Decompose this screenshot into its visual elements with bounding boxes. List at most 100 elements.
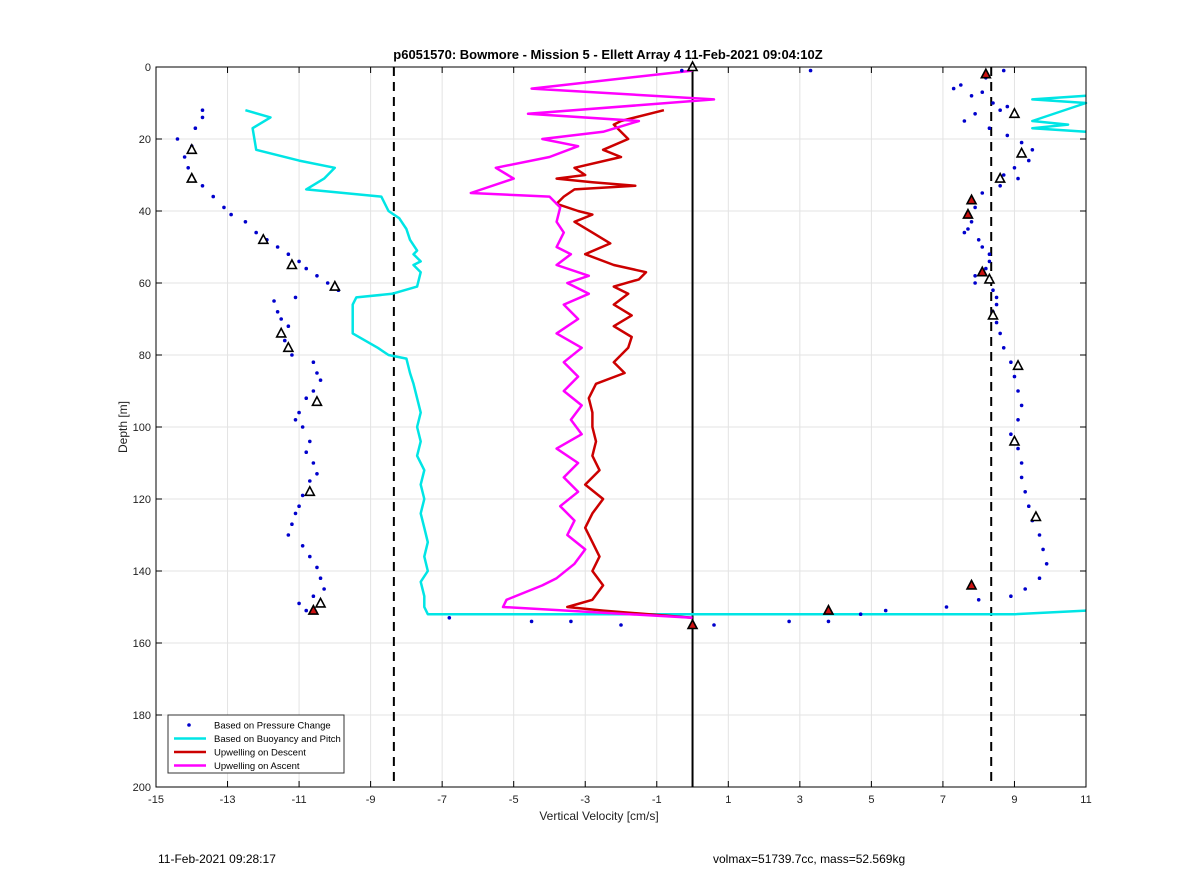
x-tick-label: -15: [148, 794, 164, 806]
pressure-change-point: [1019, 403, 1024, 408]
pressure-change-point: [318, 378, 323, 383]
pressure-change-point: [987, 126, 992, 130]
y-tick-label: 0: [145, 62, 151, 74]
pressure-change-point: [211, 194, 216, 199]
triangle-marker: [311, 395, 323, 407]
legend-label: Based on Pressure Change: [214, 721, 331, 732]
triangle-marker: [822, 603, 835, 615]
x-axis-label: Vertical Velocity [cm/s]: [539, 809, 658, 823]
pressure-change-point: [200, 184, 205, 188]
pressure-change-point: [994, 302, 999, 307]
pressure-change-point: [286, 252, 291, 256]
triangle-marker: [1030, 510, 1042, 522]
pressure-change-point: [529, 619, 534, 624]
y-tick-label: 100: [133, 422, 151, 434]
pressure-change-point: [712, 623, 716, 627]
pressure-change-point: [998, 184, 1002, 188]
pressure-change-point: [1001, 346, 1006, 350]
triangle-marker: [686, 618, 699, 630]
pressure-change-point: [175, 137, 180, 141]
pressure-change-point: [973, 205, 977, 210]
triangle-marker: [994, 171, 1006, 183]
y-tick-label: 140: [133, 566, 151, 578]
y-axis-label: Depth [m]: [116, 401, 130, 453]
chart-title: p6051570: Bowmore - Mission 5 - Ellett A…: [393, 47, 822, 62]
legend-label: Based on Buoyancy and Pitch: [214, 734, 341, 745]
y-tick-label: 60: [139, 278, 151, 290]
pressure-change-point: [275, 310, 280, 314]
pressure-change-point: [272, 299, 276, 303]
pressure-change-point: [200, 115, 205, 120]
pressure-change-point: [1001, 173, 1006, 177]
triangle-marker: [686, 60, 699, 72]
footer-stats: volmax=51739.7cc, mass=52.569kg: [713, 852, 906, 866]
pressure-change-point: [243, 220, 248, 224]
pressure-change-point: [304, 450, 309, 455]
pressure-change-point: [315, 371, 319, 375]
pressure-change-point: [1016, 446, 1020, 451]
reference-lines: [392, 67, 993, 787]
pressure-change-point: [315, 565, 319, 570]
pressure-change-point: [826, 619, 831, 624]
pressure-change-point: [308, 479, 312, 483]
pressure-change-point: [1019, 140, 1024, 145]
triangle-marker: [1015, 146, 1028, 158]
pressure-change-point: [311, 389, 316, 393]
legend-box: [167, 714, 345, 774]
pressure-change-point: [1001, 68, 1006, 73]
axis-ticks: -15 -13 -11 -9 -7 -5 -3 -1 1 3 5 7 9 1102040608010012…: [133, 62, 1092, 806]
x-tick-label: -7: [437, 794, 447, 806]
pressure-change-point: [308, 439, 312, 444]
triangle-marker: [314, 596, 327, 608]
pressure-change-point: [286, 324, 291, 329]
pressure-change-point: [229, 212, 233, 217]
pressure-change-point: [569, 619, 573, 624]
y-tick-label: 120: [133, 494, 151, 506]
y-tick-label: 20: [139, 134, 151, 146]
pressure-change-point: [787, 619, 791, 624]
pressure-change-point: [858, 612, 863, 616]
y-tick-label: 80: [139, 350, 151, 362]
pressure-change-point: [297, 601, 301, 606]
pressure-change-point: [300, 425, 305, 429]
pressure-change-point: [987, 259, 992, 264]
pressure-change-point: [808, 68, 813, 73]
legend-label: Upwelling on Ascent: [214, 761, 300, 772]
pressure-change-point: [962, 230, 967, 235]
pressure-change-point: [447, 616, 452, 620]
pressure-change-point: [1009, 360, 1013, 365]
pressure-change-point: [991, 101, 995, 105]
pressure-change-point: [1041, 547, 1045, 552]
pressure-change-point: [1026, 158, 1031, 163]
x-tick-label: 1: [725, 794, 731, 806]
triangle-marker: [962, 207, 974, 219]
pressure-change-point: [182, 155, 187, 159]
legend: Based on Pressure Change Based on Buoyanc…: [167, 714, 345, 774]
pressure-change-point: [984, 266, 988, 271]
pressure-change-point: [973, 281, 977, 285]
pressure-change-point: [1012, 166, 1017, 170]
y-tick-label: 180: [133, 710, 151, 722]
pressure-change-point: [200, 108, 205, 112]
pressure-change-point: [883, 608, 888, 613]
x-tick-label: 7: [940, 794, 946, 806]
pressure-change-point: [1005, 133, 1010, 138]
pressure-change-point: [973, 274, 977, 278]
triangle-marker: [980, 67, 992, 79]
pressure-change-point: [193, 126, 198, 130]
pressure-change-point: [994, 295, 999, 300]
pressure-change-point: [1037, 533, 1042, 537]
pressure-change-point: [976, 598, 981, 602]
triangle-marker: [329, 279, 341, 291]
pressure-change-point: [311, 594, 316, 598]
pressure-change-point: [969, 94, 974, 98]
x-tick-label: -13: [220, 794, 236, 806]
pressure-change-point: [1019, 461, 1024, 465]
pressure-change-point: [311, 360, 316, 365]
x-tick-label: 5: [868, 794, 874, 806]
pressure-change-point: [304, 608, 309, 613]
pressure-change-point: [991, 288, 995, 293]
pressure-change-point: [994, 320, 999, 325]
pressure-change-point: [1019, 475, 1024, 480]
